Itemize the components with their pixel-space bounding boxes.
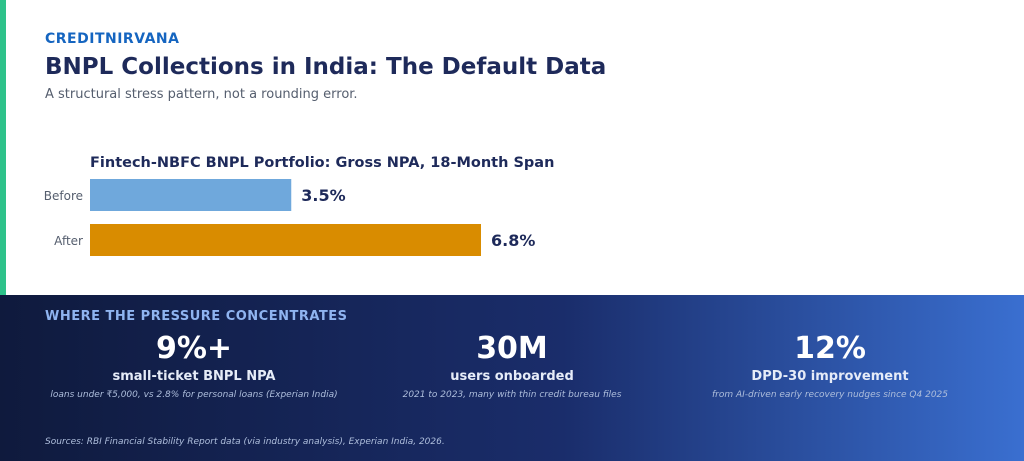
stat-dpd30-improvement: 12% DPD-30 improvement from AI-driven ea…	[670, 331, 990, 400]
npa-bar-chart: Fintech-NBFC BNPL Portfolio: Gross NPA, …	[44, 155, 554, 256]
stat-value: 9%+	[155, 331, 233, 366]
stats-panel: WHERE THE PRESSURE CONCENTRATES 9%+ smal…	[0, 295, 1024, 461]
accent-stripe	[0, 0, 6, 295]
stat-label: users onboarded	[450, 369, 574, 384]
chart-title: Fintech-NBFC BNPL Portfolio: Gross NPA, …	[90, 155, 554, 171]
category-label: After	[54, 234, 83, 248]
value-label: 3.5%	[301, 186, 345, 205]
stat-small-ticket-npa: 9%+ small-ticket BNPL NPA loans under ₹5…	[34, 331, 354, 400]
category-label: Before	[44, 189, 83, 203]
stat-note: from AI-driven early recovery nudges sin…	[711, 390, 949, 400]
stat-note: loans under ₹5,000, vs 2.8% for personal…	[50, 390, 338, 400]
sources-footnote: Sources: RBI Financial Stability Report …	[45, 437, 445, 447]
panel-heading: WHERE THE PRESSURE CONCENTRATES	[45, 309, 348, 324]
stat-label: small-ticket BNPL NPA	[112, 369, 276, 384]
chart-bars: Before 3.5% After 6.8%	[44, 179, 535, 256]
bar-before	[90, 179, 292, 211]
value-label: 6.8%	[491, 231, 535, 250]
stat-value: 12%	[794, 331, 866, 366]
stat-note: 2021 to 2023, many with thin credit bure…	[402, 390, 622, 400]
stat-value: 30M	[476, 331, 548, 366]
page-title: BNPL Collections in India: The Default D…	[45, 54, 607, 80]
bar-after	[90, 224, 481, 256]
page-subtitle: A structural stress pattern, not a round…	[45, 87, 358, 102]
stat-label: DPD-30 improvement	[751, 369, 909, 384]
stat-users-onboarded: 30M users onboarded 2021 to 2023, many w…	[352, 331, 672, 400]
brand-name: CREDITNIRVANA	[45, 31, 180, 47]
